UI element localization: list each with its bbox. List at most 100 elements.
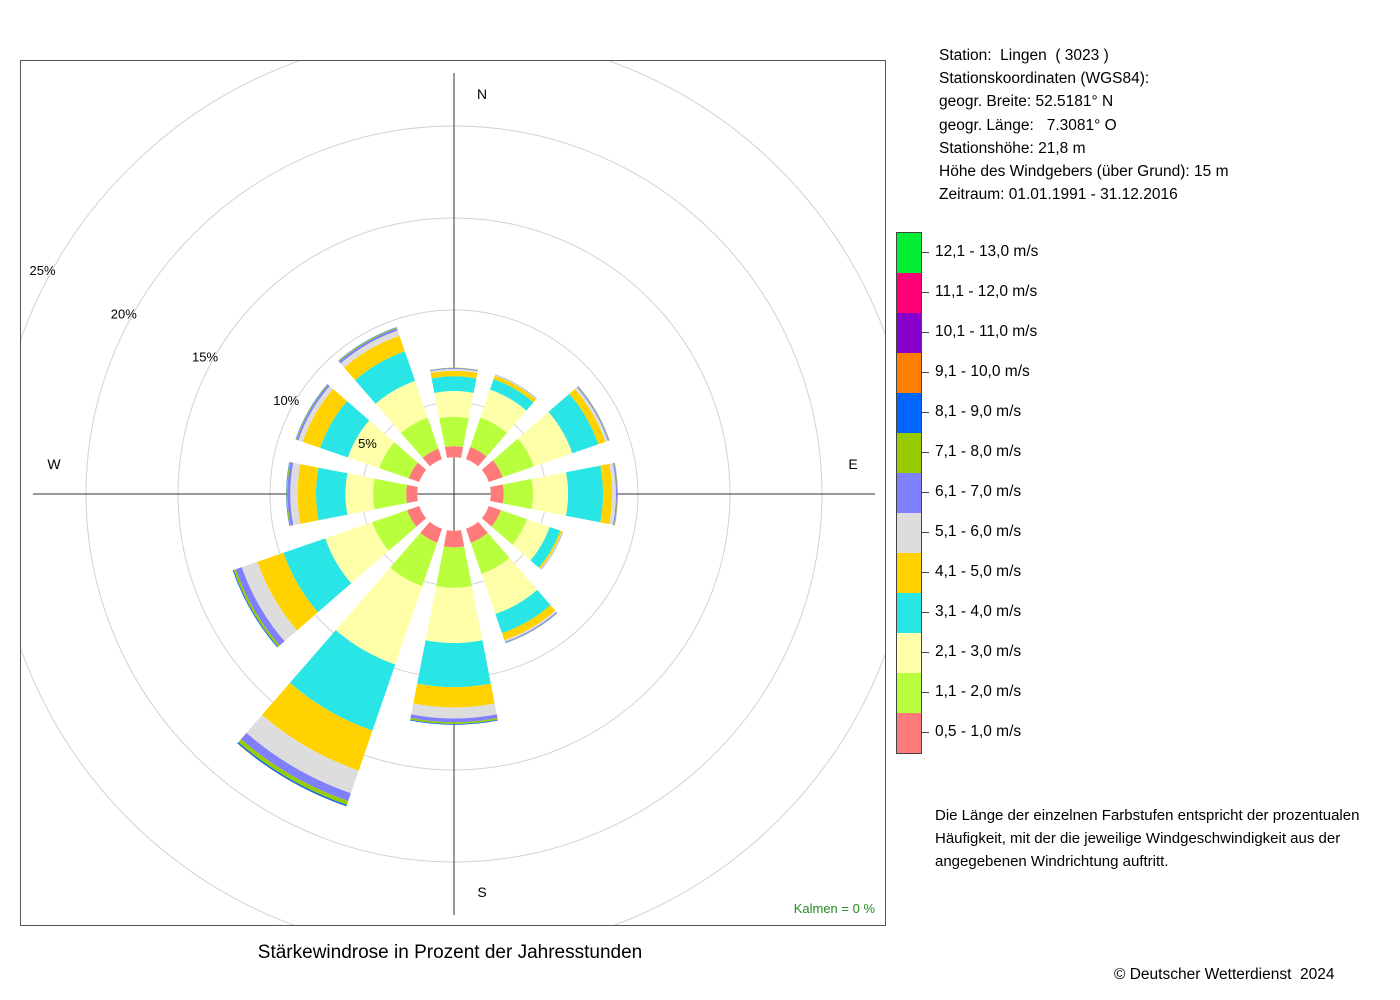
wedge-segment-dir90-speed1 [490, 484, 504, 504]
legend-explanation-note: Die Länge der einzelnen Farbstufen entsp… [935, 807, 1360, 870]
radial-tick-label-4: 20% [111, 306, 137, 321]
legend-tick-mark [921, 571, 929, 573]
legend-tick-mark [921, 411, 929, 413]
legend-swatch [897, 633, 921, 673]
wedge-segment-dir180-speed9 [410, 719, 498, 725]
legend-swatch [897, 433, 921, 473]
radial-tick-label-2: 10% [273, 393, 299, 408]
wedge-segment-dir60-speed5 [569, 389, 606, 445]
legend-label: 4,1 - 5,0 m/s [935, 563, 1022, 580]
wedge-segment-dir60-speed6 [574, 387, 608, 442]
wedge-segment-dir330-speed4 [355, 351, 416, 404]
wedge-segment-dir210-speed1 [420, 521, 443, 543]
wedge-segment-dir90-speed4 [565, 465, 604, 523]
copyright-notice: © Deutscher Wetterdienst 2024 [1114, 966, 1335, 983]
wedge-segment-dir300-speed2 [379, 442, 418, 479]
wedge-segment-dir270-speed2 [373, 478, 408, 510]
legend-label: 5,1 - 6,0 m/s [935, 523, 1022, 540]
wedge-segment-dir90-speed5 [600, 463, 613, 525]
legend-tick-mark [921, 331, 929, 333]
wedge-segment-dir240-speed1 [407, 505, 427, 527]
legend-tick-mark [921, 611, 929, 613]
wedge-segment-dir180-speed3 [425, 586, 483, 644]
wedge-segment-dir0-speed7 [429, 367, 479, 372]
wedge-segment-dir60-speed1 [481, 460, 503, 483]
wedge-segment-dir210-speed3 [335, 567, 423, 665]
legend-swatch [897, 233, 921, 273]
legend-label: 1,1 - 2,0 m/s [935, 683, 1022, 700]
wedge-segment-dir30-speed1 [465, 447, 487, 467]
legend-entry: 4,1 - 5,0 m/s [921, 552, 1021, 592]
legend-swatch [897, 273, 921, 313]
wedge-segment-dir30-speed5 [493, 375, 537, 403]
wedge-segment-dir270-speed5 [297, 464, 319, 524]
wedge-segment-dir90-speed2 [502, 478, 534, 510]
wedge-segment-dir330-speed2 [400, 417, 439, 458]
legend-swatch [897, 713, 921, 753]
legend-tick-mark [921, 491, 929, 493]
wedge-segment-dir300-speed3 [347, 420, 395, 469]
station-longitude: geogr. Länge: 7.3081° O [939, 116, 1117, 134]
direction-label-w: W [47, 456, 61, 472]
wedge-segment-dir0-speed1 [444, 446, 464, 458]
wedge-segment-dir150-speed4 [495, 589, 551, 634]
speed-legend-colorbar [896, 232, 922, 754]
legend-entry: 0,5 - 1,0 m/s [921, 712, 1021, 752]
wedge-segment-dir330-speed6 [340, 330, 400, 368]
wedge-segment-dir150-speed3 [481, 557, 538, 615]
time-period: Zeitraum: 01.01.1991 - 31.12.2016 [939, 186, 1178, 204]
legend-swatch [897, 353, 921, 393]
legend-entry: 6,1 - 7,0 m/s [921, 472, 1021, 512]
wedge-segment-dir180-speed7 [410, 714, 498, 723]
calm-label: Kalmen = 0 % [794, 901, 876, 916]
wedge-segment-dir0-speed2 [439, 416, 469, 448]
legend-label: 7,1 - 8,0 m/s [935, 443, 1022, 460]
wedge-segment-dir0-speed5 [430, 370, 478, 379]
wedge-segment-dir30-speed3 [480, 389, 527, 433]
wedge-segment-dir90-speed7 [612, 462, 618, 526]
legend-label: 8,1 - 9,0 m/s [935, 403, 1022, 420]
wedge-segment-dir300-speed4 [320, 401, 370, 458]
wind-rose-chart: 5% 10% 15% 20% 25% N E S W Kalmen = 0 % [21, 61, 885, 925]
wedge-segment-dir60-speed4 [548, 393, 599, 454]
wedge-segment-dir270-speed1 [406, 484, 418, 504]
legend-tick-mark [921, 731, 929, 733]
legend-swatch [897, 473, 921, 513]
legend-tick-mark [921, 371, 929, 373]
wedge-segment-dir270-speed9 [286, 462, 290, 526]
wedge-segment-dir90-speed6 [609, 463, 616, 525]
wedge-segment-dir210-speed7 [240, 732, 351, 802]
anemometer-height: Höhe des Windgebers (über Grund): 15 m [939, 163, 1229, 181]
wedge-segment-dir0-speed4 [431, 376, 477, 393]
wedge-segment-dir90-speed9 [614, 462, 618, 526]
wedge-segment-dir150-speed2 [470, 532, 510, 575]
legend-entry: 12,1 - 13,0 m/s [921, 232, 1038, 272]
wedge-segment-dir180-speed1 [443, 530, 465, 548]
chart-title: Stärkewindrose in Prozent der Jahresstun… [257, 942, 643, 963]
legend-swatch [897, 313, 921, 353]
wedge-segment-dir240-speed3 [325, 522, 389, 584]
legend-label: 2,1 - 3,0 m/s [935, 643, 1022, 660]
wedge-segment-dir240-speed4 [283, 538, 352, 613]
legend-entry: 11,1 - 12,0 m/s [921, 272, 1037, 312]
wedge-segment-dir30-speed2 [470, 417, 508, 457]
legend-tick-mark [921, 691, 929, 693]
legend-tick-mark [921, 531, 929, 533]
wedge-segment-dir150-speed6 [504, 610, 557, 642]
station-latitude: geogr. Breite: 52.5181° N [939, 93, 1114, 111]
legend-entry: 8,1 - 9,0 m/s [921, 392, 1021, 432]
wedge-segment-dir330-speed1 [422, 448, 443, 467]
wedge-segment-dir300-speed5 [302, 389, 348, 448]
wedge-segment-dir180-speed8 [410, 717, 498, 725]
wedge-segment-dir120-speed4 [530, 526, 561, 568]
legend-label: 12,1 - 13,0 m/s [935, 243, 1039, 260]
wedge-segment-dir0-speed3 [434, 390, 474, 419]
legend-entry: 2,1 - 3,0 m/s [921, 632, 1021, 672]
wedge-segment-dir0-speed6 [430, 368, 478, 373]
wedge-segment-dir240-speed5 [257, 552, 318, 631]
wedge-segment-dir270-speed8 [286, 462, 291, 526]
wedge-segment-dir300-speed1 [408, 462, 427, 483]
legend-swatch [897, 513, 921, 553]
wedge-segment-dir120-speed6 [540, 531, 563, 570]
legend-label: 11,1 - 12,0 m/s [935, 283, 1038, 300]
